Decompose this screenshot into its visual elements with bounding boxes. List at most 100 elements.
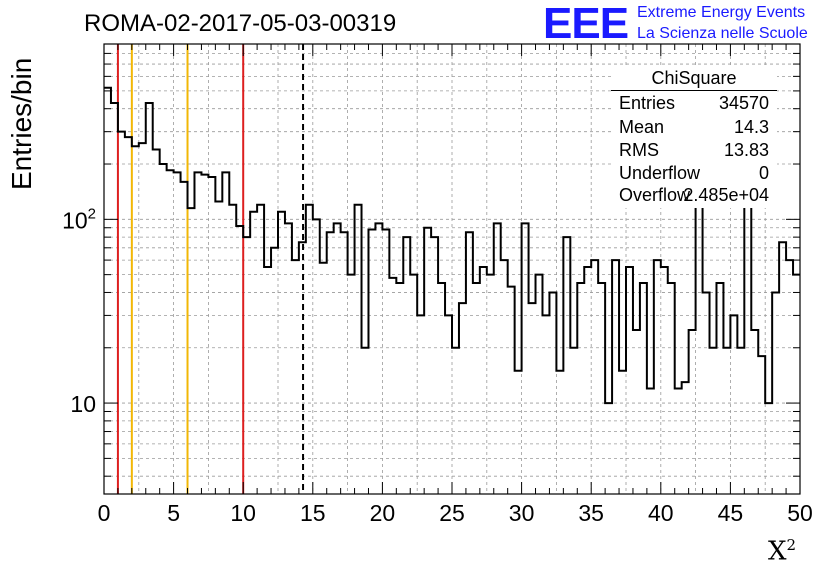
histogram-bin [250, 212, 257, 494]
histogram-bin [584, 267, 591, 494]
histogram-bin [459, 303, 466, 494]
histogram-bin [368, 230, 375, 494]
histogram-bin [598, 283, 605, 494]
histogram-bin [299, 242, 306, 494]
histogram-bin [410, 275, 417, 494]
histogram-bin [264, 267, 271, 494]
x-tick-label: 15 [300, 500, 326, 526]
histogram-bin [313, 219, 320, 494]
stats-row-overflow: Overflow 2.485e+04 [619, 185, 769, 207]
y-tick-label-base: 10 [70, 391, 96, 417]
histogram-bin [758, 356, 765, 494]
stats-value: 13.83 [723, 140, 769, 160]
histogram-bin [494, 223, 501, 494]
histogram-bin [396, 283, 403, 494]
stats-label: Underflow [619, 163, 701, 183]
histogram-bin [417, 315, 424, 494]
histogram-bin [208, 177, 215, 494]
histogram-bin [403, 237, 410, 494]
histogram-bin [689, 330, 696, 494]
stats-title: ChiSquare [651, 68, 737, 88]
histogram-bin [737, 348, 744, 494]
histogram-bin [696, 187, 703, 494]
histogram-bin [501, 260, 508, 494]
histogram-bin [515, 371, 522, 494]
y-tick-label: 10 [70, 391, 96, 417]
stats-label: Entries [619, 93, 676, 113]
histogram-bin [327, 232, 334, 494]
histogram-bin [786, 260, 793, 494]
histogram-bin [132, 146, 139, 494]
histogram-bin [201, 175, 208, 494]
histogram-bin [480, 267, 487, 494]
histogram-bin [765, 403, 772, 494]
histogram-bin [563, 237, 570, 494]
histogram-bin [362, 348, 369, 494]
y-axis-label: Entries/bin [6, 57, 37, 190]
histogram-bin [654, 260, 661, 494]
y-tick-label: 102 [62, 205, 96, 233]
histogram-bin [271, 248, 278, 494]
histogram-bin [424, 228, 431, 494]
x-tick-label: 50 [787, 500, 813, 526]
histogram-bin [466, 232, 473, 494]
y-tick-label-exp: 2 [88, 205, 96, 222]
x-tick-label: 25 [439, 500, 465, 526]
histogram-outline [104, 86, 800, 405]
histogram-bin [633, 330, 640, 494]
histogram-bin [647, 389, 654, 494]
histogram-bin [181, 182, 188, 494]
histogram-bin [285, 223, 292, 494]
histogram-bin [675, 389, 682, 494]
histogram-bin [682, 382, 689, 494]
x-tick-label: 35 [578, 500, 604, 526]
stats-row-entries: Entries 34570 [619, 93, 769, 115]
histogram-bin [661, 267, 668, 494]
histogram-bin [723, 348, 730, 494]
histogram-bin [542, 315, 549, 494]
histogram-bin [619, 371, 626, 494]
histogram-bin [320, 263, 327, 494]
x-axis-label: X2 [768, 536, 796, 567]
histogram-bin [536, 275, 543, 494]
x-axis-label-sup: 2 [786, 536, 797, 554]
logo-line-1: Extreme Energy Events [637, 4, 806, 21]
histogram-bin [793, 275, 800, 494]
histogram-bin [438, 283, 445, 494]
stats-value: 34570 [718, 93, 769, 113]
histogram-bin [389, 278, 396, 494]
histogram-bins [104, 86, 800, 494]
histogram-bin [744, 190, 751, 494]
logo-line-2: La Scienza nelle Scuole [637, 25, 808, 42]
histogram-bin [334, 223, 341, 494]
eee-logo: EEE [543, 0, 629, 48]
histogram-bin [591, 260, 598, 494]
histogram-bin [375, 223, 382, 494]
x-tick-label: 45 [718, 500, 744, 526]
histogram-bin [772, 292, 779, 494]
histogram-bin [348, 275, 355, 494]
histogram-bin [139, 143, 146, 494]
stats-row-rms: RMS 13.83 [619, 140, 769, 162]
histogram-bin [473, 283, 480, 494]
histogram-bin [522, 223, 529, 494]
x-tick-label: 30 [509, 500, 535, 526]
histogram-bin [174, 172, 181, 494]
histogram-bin [306, 205, 313, 494]
stats-label: RMS [619, 140, 659, 160]
histogram-bin [355, 205, 362, 494]
histogram-bin [278, 212, 285, 494]
run-title: ROMA-02-2017-05-03-00319 [84, 10, 397, 37]
stats-label: Mean [619, 117, 665, 137]
histogram-bin [153, 149, 160, 494]
histogram-bin [292, 260, 299, 494]
histogram-bin [487, 275, 494, 494]
histogram-bin [703, 292, 710, 494]
stats-value: 0 [758, 163, 769, 183]
histogram-bin [431, 237, 438, 494]
stats-row-underflow: Underflow 0 [619, 163, 769, 185]
histogram-bin [640, 283, 647, 494]
histogram-bin [222, 172, 229, 494]
